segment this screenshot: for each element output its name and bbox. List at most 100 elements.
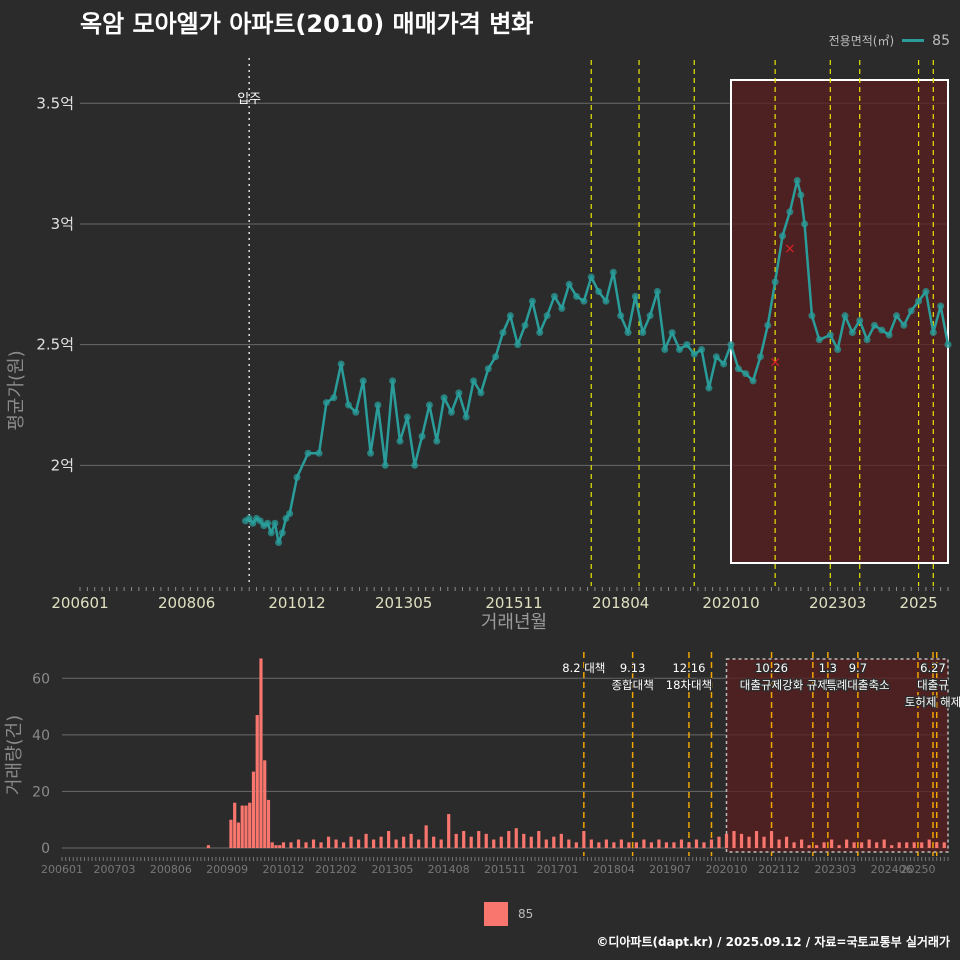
volume-bar [349,836,353,848]
volume-bar [709,839,714,848]
volume-bar [920,842,924,848]
price-point [727,341,735,349]
volume-x-tick-label: 201305 [371,863,413,876]
price-point [264,519,272,527]
volume-x-tick-label: 202010 [706,863,748,876]
price-point [455,389,463,397]
volume-bar [251,771,256,848]
policy-label: 특례대출축소 [826,678,889,692]
legend-bar-label: 85 [518,907,534,921]
price-point [337,360,345,368]
price-point [492,353,500,361]
volume-x-tick-label: 201907 [649,863,691,876]
volume-bar [248,802,252,848]
price-x-tick-label: 2025 [899,594,937,612]
price-x-tick-label: 200601 [51,594,108,612]
price-point [764,321,772,329]
price-point [742,370,750,378]
price-point [322,399,330,407]
volume-bar [762,836,766,848]
volume-x-tick-label: 201408 [428,863,470,876]
volume-bar [266,799,271,848]
volume-bar [732,831,736,848]
price-point [411,461,419,469]
price-point [609,268,617,276]
price-point [359,377,367,385]
price-point [389,377,397,385]
price-point [595,288,603,296]
price-point [900,321,908,329]
volume-bar [206,845,211,848]
volume-bar [439,839,443,848]
price-x-tick-label: 202303 [809,594,866,612]
volume-bar [769,831,774,848]
volume-bar [799,839,804,848]
price-point [863,336,871,344]
price-point [304,449,312,457]
volume-x-tick-label: 201202 [315,863,357,876]
volume-bar [507,831,511,848]
policy-label: 9.13 [620,661,646,675]
price-point [256,517,264,525]
price-point [580,297,588,305]
price-point [720,360,728,368]
price-point [271,519,279,527]
volume-bar [514,828,518,848]
volume-bar [634,842,638,848]
price-point [418,432,426,440]
price-point [705,384,713,392]
chart-title: 옥암 모아엘가 아파트(2010) 매매가격 변화 [80,10,534,38]
price-point [690,350,698,358]
volume-bar [544,839,548,848]
volume-bar [274,845,278,848]
volume-bar [777,839,781,848]
price-point [907,307,915,315]
price-point [624,329,632,337]
volume-bar [739,833,744,848]
volume-bar [837,845,841,848]
volume-bar [462,831,466,848]
price-point [808,312,816,320]
volume-bar [935,842,939,848]
volume-bar [897,842,901,848]
policy-label: 10.26 [755,661,788,675]
price-point [826,331,834,339]
price-point [396,437,404,445]
price-point [374,401,382,409]
price-point [344,401,352,409]
volume-x-tick-label: 202112 [758,863,800,876]
price-point [915,297,923,305]
price-point [856,317,864,324]
policy-label: 9.7 [849,661,867,675]
volume-x-tick-label: 200601 [41,863,83,876]
price-y-axis-title: 평균가(원) [6,350,27,430]
price-point [352,408,360,416]
price-x-tick-label: 201305 [375,594,432,612]
price-x-tick-label: 200806 [158,594,215,612]
volume-bar [477,831,481,848]
price-point [878,326,886,334]
volume-bar [492,839,496,848]
volume-bar [469,836,473,848]
price-point [778,232,786,240]
price-point [267,529,275,537]
price-point [870,321,878,329]
price-point [245,514,253,522]
price-point [676,345,684,353]
legend-line-swatch [902,39,925,42]
price-point [834,345,842,353]
volume-bar [747,836,751,848]
volume-bar [341,842,346,848]
price-point [433,437,441,445]
volume-bar [890,845,894,848]
price-point [937,302,945,310]
price-x-tick-label: 201012 [268,594,325,612]
volume-x-tick-label: 201701 [537,863,579,876]
volume-bar [792,842,796,848]
price-point [631,292,639,300]
volume-bar [311,839,316,848]
price-point [646,312,654,320]
legend-title: 전용면적(㎡) [828,34,895,48]
volume-bar [657,839,661,848]
volume-x-tick-label: 202406 [871,863,913,876]
